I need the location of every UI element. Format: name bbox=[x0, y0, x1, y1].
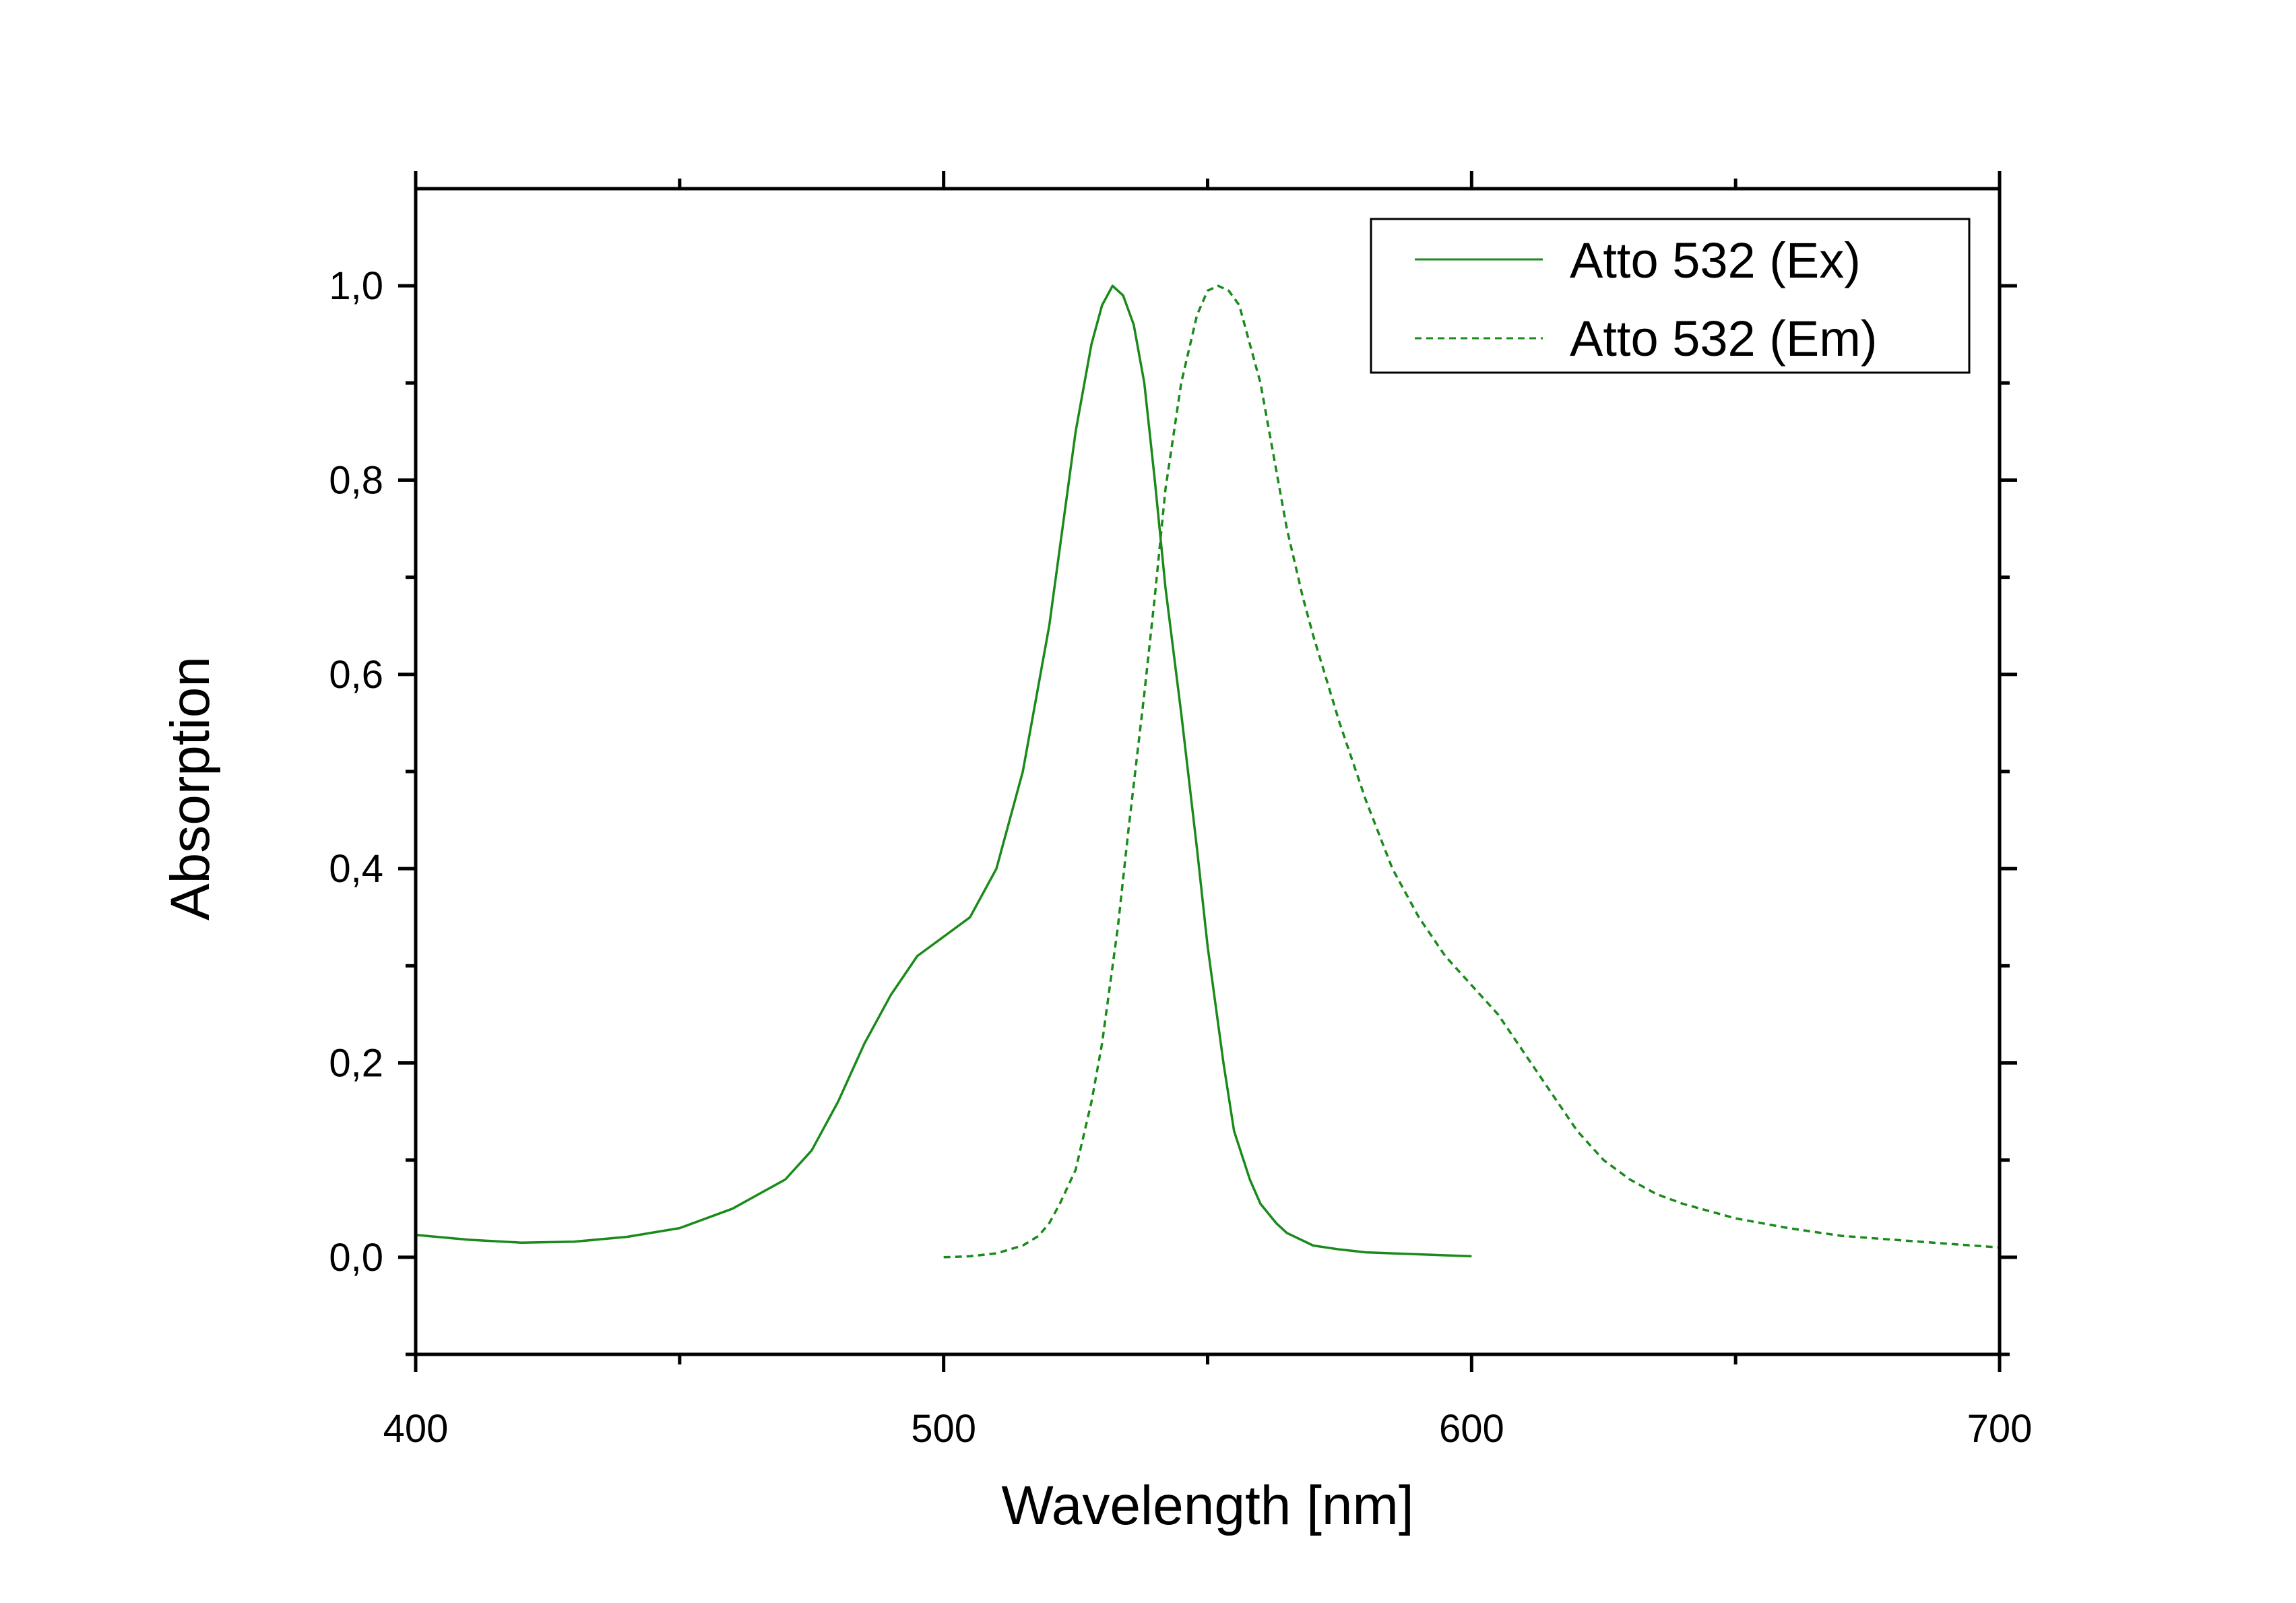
y-tick-label: 0,6 bbox=[329, 653, 383, 697]
y-axis-title: Absorption bbox=[160, 656, 221, 920]
x-axis-title: Wavelength [nm] bbox=[1001, 1475, 1413, 1536]
y-tick-label: 0,8 bbox=[329, 459, 383, 503]
legend: Atto 532 (Ex) Atto 532 (Em) bbox=[1370, 218, 1971, 374]
x-tick-label: 600 bbox=[1439, 1407, 1504, 1451]
series-line-em bbox=[943, 284, 2000, 1259]
x-tick-label: 500 bbox=[911, 1407, 976, 1451]
ticks-layer bbox=[398, 171, 2017, 1372]
y-tick-label: 0,0 bbox=[329, 1236, 383, 1280]
y-tick-label: 1,0 bbox=[329, 264, 383, 308]
series-layer bbox=[415, 284, 2000, 1259]
series-line-ex bbox=[415, 284, 1472, 1258]
x-tick-label: 700 bbox=[1967, 1407, 2033, 1451]
y-tick-label: 0,2 bbox=[329, 1042, 383, 1086]
y-tick-label: 0,4 bbox=[329, 847, 383, 891]
legend-label-ex: Atto 532 (Ex) bbox=[1570, 232, 1861, 288]
legend-box bbox=[1370, 218, 1971, 374]
x-tick-label: 400 bbox=[383, 1407, 449, 1451]
legend-label-em: Atto 532 (Em) bbox=[1570, 311, 1878, 367]
labels-layer: 400 500 600 700 0,0 0,2 0,4 0,6 0,8 1,0 bbox=[329, 264, 2032, 1451]
